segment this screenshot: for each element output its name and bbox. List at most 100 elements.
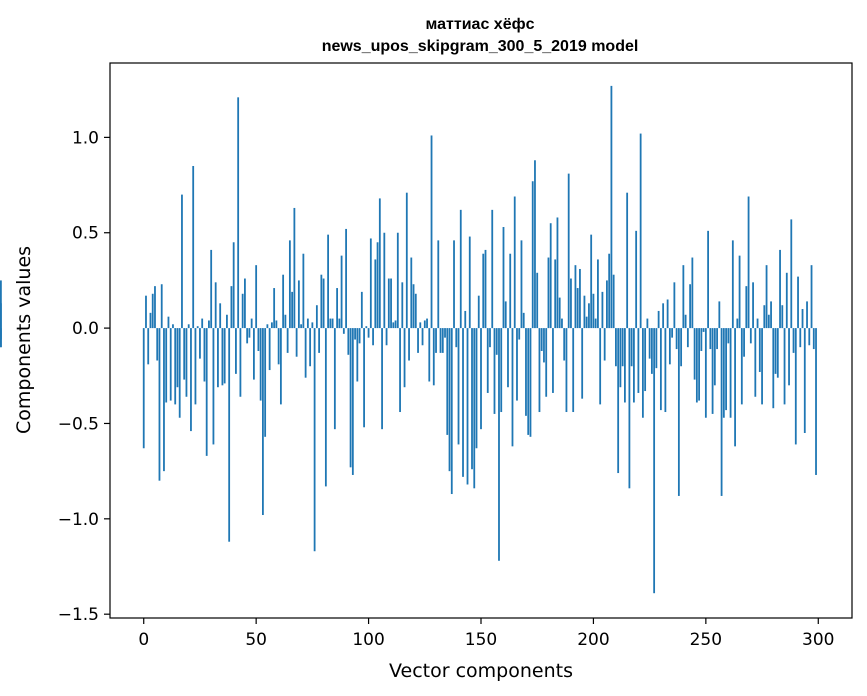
bar-222 [641, 328, 644, 418]
bar-126 [426, 318, 428, 329]
bar-246 [695, 328, 698, 403]
bar-197 [585, 316, 588, 329]
bar-230 [659, 328, 662, 411]
bar-211 [617, 328, 620, 474]
bar-12 [169, 328, 172, 401]
bar-192 [574, 265, 577, 329]
bar-214 [624, 328, 626, 403]
bar-38 [228, 328, 231, 542]
x-axis-label: Vector components [389, 660, 573, 682]
bar-74 [309, 328, 312, 367]
bar-232 [664, 328, 667, 413]
bar-130 [435, 328, 437, 353]
bar-170 [525, 328, 527, 416]
bar-137 [450, 328, 453, 495]
bar-161 [504, 301, 507, 329]
bar-95 [356, 328, 359, 382]
bar-270 [749, 328, 752, 344]
bar-16 [178, 328, 181, 418]
bar-92 [349, 328, 352, 468]
bar-289 [792, 328, 795, 353]
bar-90 [345, 228, 347, 329]
bar-134 [444, 328, 446, 338]
bar-190 [570, 278, 572, 329]
bar-233 [666, 299, 669, 329]
bar-76 [313, 328, 316, 552]
bar-255 [716, 328, 718, 350]
bar-242 [686, 328, 689, 348]
bar-168 [520, 240, 523, 329]
bar-217 [630, 328, 633, 367]
bar-21 [190, 328, 192, 432]
bar-17 [181, 194, 183, 329]
bar-1 [145, 295, 147, 329]
bar-31 [212, 328, 215, 445]
bar-57 [270, 322, 273, 329]
bar-260 [727, 328, 730, 344]
bar-98 [363, 328, 365, 428]
bar-58 [273, 288, 276, 329]
bar-42 [237, 97, 240, 329]
bar-94 [354, 328, 356, 340]
bar-216 [628, 328, 631, 489]
bar-141 [459, 209, 462, 329]
bar-284 [781, 305, 784, 329]
bar-45 [244, 278, 246, 329]
bar-235 [671, 328, 674, 338]
bar-229 [657, 310, 660, 329]
bar-125 [423, 320, 426, 329]
bar-275 [761, 328, 763, 405]
bar-79 [320, 274, 323, 329]
bar-117 [405, 192, 408, 329]
x-tick-label: 250 [690, 630, 722, 650]
bar-249 [702, 328, 705, 332]
bar-28 [205, 328, 208, 456]
bar-180 [547, 257, 550, 329]
bar-193 [576, 288, 579, 329]
bar-264 [736, 318, 739, 329]
bar-144 [466, 328, 469, 485]
bar-53 [262, 328, 264, 516]
bar-271 [752, 282, 754, 329]
bar-82 [327, 234, 329, 329]
bar-206 [606, 280, 608, 329]
bar-274 [758, 328, 761, 372]
bar-248 [700, 328, 703, 351]
bar-115 [401, 282, 404, 329]
bar-70 [300, 324, 303, 329]
bar-195 [581, 328, 584, 399]
bar-250 [704, 328, 707, 418]
bar-26 [201, 318, 204, 329]
bar-116 [403, 328, 406, 388]
bar-52 [259, 328, 262, 401]
bar-103 [374, 259, 377, 329]
bar-120 [412, 284, 415, 329]
bar-262 [731, 240, 734, 329]
bar-146 [471, 328, 473, 470]
bar-239 [680, 328, 683, 367]
bar-245 [693, 328, 696, 380]
bar-252 [709, 328, 712, 350]
bar-261 [729, 328, 732, 418]
bar-200 [592, 293, 595, 329]
bar-185 [558, 297, 561, 329]
bar-139 [455, 328, 458, 348]
bar-257 [720, 328, 723, 496]
bar-99 [365, 326, 368, 329]
bar-19 [185, 328, 188, 397]
bar-189 [567, 173, 570, 329]
bar-135 [446, 328, 449, 435]
bar-243 [689, 284, 692, 329]
bar-172 [529, 328, 532, 437]
bar-155 [491, 209, 494, 329]
bar-298 [812, 328, 815, 350]
bar-201 [594, 318, 597, 329]
bar-22 [192, 165, 195, 329]
bar-277 [765, 265, 768, 329]
bar-276 [763, 305, 766, 329]
bar-75 [311, 322, 314, 329]
bar-182 [552, 328, 554, 393]
bar-86 [336, 288, 338, 329]
bar-254 [713, 328, 716, 386]
chart-title: маттиас хёфс [426, 16, 535, 33]
